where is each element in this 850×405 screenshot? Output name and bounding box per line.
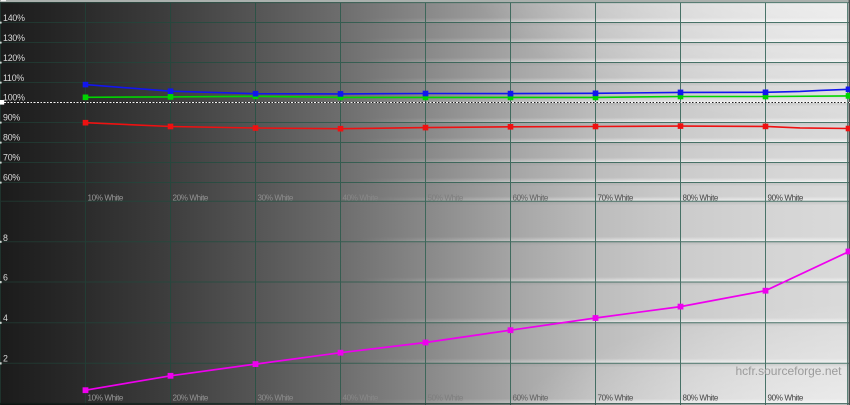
svg-text:80%: 80% (3, 133, 20, 143)
svg-text:120%: 120% (3, 53, 25, 63)
svg-text:20% White: 20% White (173, 194, 209, 203)
svg-text:40% White: 40% White (343, 394, 379, 403)
svg-text:70% White: 70% White (598, 394, 634, 403)
svg-text:130%: 130% (3, 33, 25, 43)
svg-text:90% White: 90% White (768, 394, 804, 403)
svg-text:2: 2 (3, 354, 8, 364)
svg-text:100%: 100% (3, 93, 25, 103)
svg-text:70% White: 70% White (598, 194, 634, 203)
svg-text:60%: 60% (3, 173, 20, 183)
svg-text:40% White: 40% White (343, 194, 379, 203)
svg-text:50% White: 50% White (428, 394, 464, 403)
svg-text:110%: 110% (3, 73, 24, 83)
svg-text:60% White: 60% White (513, 394, 549, 403)
svg-text:90% White: 90% White (768, 194, 804, 203)
svg-text:6: 6 (3, 273, 8, 283)
svg-text:30% White: 30% White (258, 394, 294, 403)
svg-text:140%: 140% (3, 13, 25, 23)
svg-text:hcfr.sourceforge.net: hcfr.sourceforge.net (735, 364, 842, 378)
svg-text:80% White: 80% White (683, 194, 719, 203)
svg-text:50% White: 50% White (428, 194, 464, 203)
svg-text:70%: 70% (3, 153, 20, 163)
svg-text:80% White: 80% White (683, 394, 719, 403)
svg-text:60% White: 60% White (513, 194, 549, 203)
svg-text:4: 4 (3, 313, 8, 323)
svg-text:30% White: 30% White (258, 194, 294, 203)
svg-text:10% White: 10% White (88, 394, 124, 403)
svg-text:10% White: 10% White (88, 194, 124, 203)
svg-text:90%: 90% (3, 113, 20, 123)
svg-text:8: 8 (3, 233, 8, 243)
svg-text:20% White: 20% White (173, 394, 209, 403)
